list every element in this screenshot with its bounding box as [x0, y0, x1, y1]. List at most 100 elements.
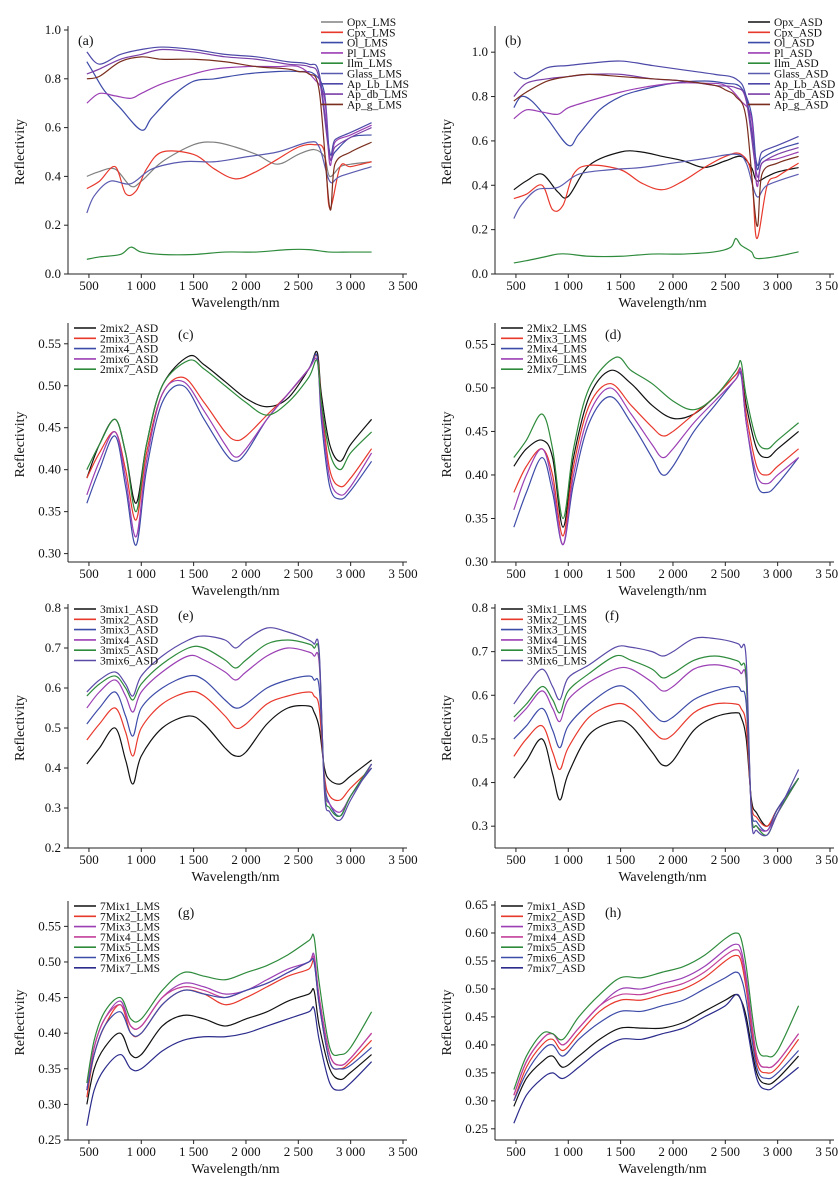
- series-line-3mix6-asd: [86, 627, 373, 822]
- legend-label: 3mix1_ASD: [100, 604, 158, 616]
- legend: 2mix2_ASD2mix3_ASD2mix4_ASD2mix6_ASD2mix…: [74, 323, 158, 376]
- x-tick-label: 1 000: [127, 852, 156, 867]
- legend-item: 3mix5_ASD: [74, 645, 158, 657]
- legend-label: Ap_g_LMS: [347, 99, 402, 111]
- y-tick-label: 0.6: [472, 687, 489, 702]
- x-tick-label: 2 500: [711, 1144, 740, 1159]
- legend-label: Ol_ASD: [774, 38, 814, 50]
- series-lines: [513, 356, 800, 546]
- legend-item: 7Mix2_LMS: [74, 911, 160, 923]
- legend-item: 7mix4_ASD: [501, 932, 585, 944]
- x-tick-label: 1 500: [179, 1144, 208, 1159]
- legend: 7Mix1_LMS7Mix2_LMS7Mix3_LMS7Mix4_LMS7Mix…: [74, 901, 160, 975]
- x-tick-label: 500: [79, 852, 99, 867]
- y-tick-label: 0.0: [472, 266, 488, 281]
- y-tick-label: 0.6: [45, 680, 62, 695]
- series-line-7mix5-asd: [513, 932, 800, 1090]
- legend-item: 7mix1_ASD: [501, 901, 585, 913]
- legend-label: 3Mix3_LMS: [527, 625, 587, 637]
- legend-label: Cpx_ASD: [774, 27, 822, 39]
- legend-item: 7Mix5_LMS: [74, 942, 160, 954]
- y-tick-label: 0.65: [465, 897, 488, 912]
- x-tick-label: 1 000: [554, 278, 583, 293]
- legend-label: 2Mix3_LMS: [527, 333, 587, 345]
- legend-label: 2mix7_ASD: [100, 364, 158, 376]
- x-axis-label: Wavelength/nm: [618, 1162, 706, 1177]
- legend-item: 2mix3_ASD: [74, 333, 158, 345]
- y-tick-label: 0.55: [38, 918, 61, 933]
- x-tick-label: 1 000: [127, 1144, 156, 1159]
- x-tick-label: 500: [79, 1144, 99, 1159]
- panel-a: 500 1 000 1 500 2 000 2 500 3 000 3 500 0.0 0.2 0…: [13, 17, 418, 311]
- y-tick-label: 0.55: [465, 336, 488, 351]
- y-tick-label: 0.2: [45, 840, 61, 855]
- y-tick-label: 0.45: [465, 423, 488, 438]
- x-axis-label: Wavelength/nm: [618, 870, 706, 885]
- x-tick-label: 500: [506, 1144, 526, 1159]
- legend-item: Glass_LMS: [321, 69, 402, 81]
- legend-label: Ilm_LMS: [347, 58, 392, 70]
- series-line-7mix1-lms: [86, 987, 372, 1105]
- x-tick-label: 1 500: [606, 1144, 635, 1159]
- legend-label: 2mix3_ASD: [100, 333, 158, 345]
- legend-item: Ap_Lb_ASD: [748, 79, 835, 91]
- series-line-2mix2-lms: [513, 367, 799, 528]
- x-tick-label: 500: [506, 852, 526, 867]
- series-line-7mix2-asd: [513, 954, 800, 1102]
- series-line-7mix7-asd: [513, 993, 799, 1124]
- y-tick-label: 1.0: [472, 44, 488, 59]
- y-tick-label: 0.7: [45, 640, 62, 655]
- legend-label: 7mix2_ASD: [527, 911, 585, 923]
- legend-item: 7mix6_ASD: [501, 953, 585, 965]
- panel-e: 500 1 000 1 500 2 000 2 500 3 000 3 500 0.2 0.3 0…: [13, 600, 418, 885]
- y-tick-label: 0.45: [465, 1009, 488, 1024]
- y-tick-label: 0.30: [38, 546, 61, 561]
- x-tick-label: 3 500: [815, 1144, 838, 1159]
- legend-label: 7Mix7_LMS: [100, 963, 160, 975]
- series-line-2mix3-lms: [513, 367, 799, 537]
- legend-label: Pl_ASD: [774, 48, 812, 60]
- x-tick-label: 500: [506, 566, 526, 581]
- legend-item: 2mix6_ASD: [74, 354, 158, 366]
- series-line-7mix2-lms: [86, 959, 373, 1098]
- legend-label: 2mix2_ASD: [100, 323, 158, 335]
- x-tick-label: 1 500: [606, 278, 635, 293]
- y-axis-label: Reflectivity: [13, 695, 28, 761]
- series-line-2mix6-lms: [513, 367, 799, 546]
- x-tick-label: 3 500: [388, 1144, 417, 1159]
- legend-label: 7Mix4_LMS: [100, 932, 160, 944]
- legend-label: 3Mix1_LMS: [527, 604, 587, 616]
- legend-item: Ol_ASD: [748, 38, 814, 50]
- x-tick-label: 1 000: [554, 566, 583, 581]
- legend-label: 2Mix6_LMS: [527, 354, 587, 366]
- series-line-3mix5-asd: [86, 639, 373, 818]
- x-tick-label: 3 000: [763, 278, 792, 293]
- legend-label: 3Mix5_LMS: [527, 645, 587, 657]
- panel-label: (e): [178, 609, 194, 624]
- legend-item: 7Mix4_LMS: [74, 932, 160, 944]
- legend-label: Opx_LMS: [347, 17, 396, 29]
- y-tick-label: 0.40: [465, 1037, 488, 1052]
- x-tick-label: 1 000: [127, 278, 156, 293]
- series-line-3mix5-lms: [513, 654, 800, 836]
- panel-label: (g): [178, 906, 195, 921]
- x-tick-label: 2 000: [231, 278, 260, 293]
- legend-label: 3mix4_ASD: [100, 635, 158, 647]
- x-tick-label: 1 500: [606, 566, 635, 581]
- x-tick-label: 3 500: [815, 566, 838, 581]
- legend-label: 3Mix4_LMS: [527, 635, 587, 647]
- panel-g: 500 1 000 1 500 2 000 2 500 3 000 3 500 0.25 0.3…: [13, 901, 418, 1177]
- y-tick-label: 0.25: [38, 1132, 61, 1147]
- series-line-2mix7-asd: [86, 359, 373, 513]
- y-tick-label: 0.5: [45, 720, 61, 735]
- y-axis-label: Reflectivity: [440, 411, 455, 477]
- y-tick-label: 0.8: [472, 89, 488, 104]
- legend-item: Ap_db_ASD: [748, 89, 834, 101]
- x-tick-label: 1 500: [179, 278, 208, 293]
- panel-label: (h): [605, 906, 622, 921]
- y-tick-label: 0.6: [45, 120, 62, 135]
- legend-item: 3Mix3_LMS: [501, 625, 587, 637]
- series-line-3mix6-lms: [513, 636, 800, 837]
- panel-c: 500 1 000 1 500 2 000 2 500 3 000 3 500 0.30 0.3…: [13, 323, 418, 599]
- x-tick-label: 3 500: [388, 852, 417, 867]
